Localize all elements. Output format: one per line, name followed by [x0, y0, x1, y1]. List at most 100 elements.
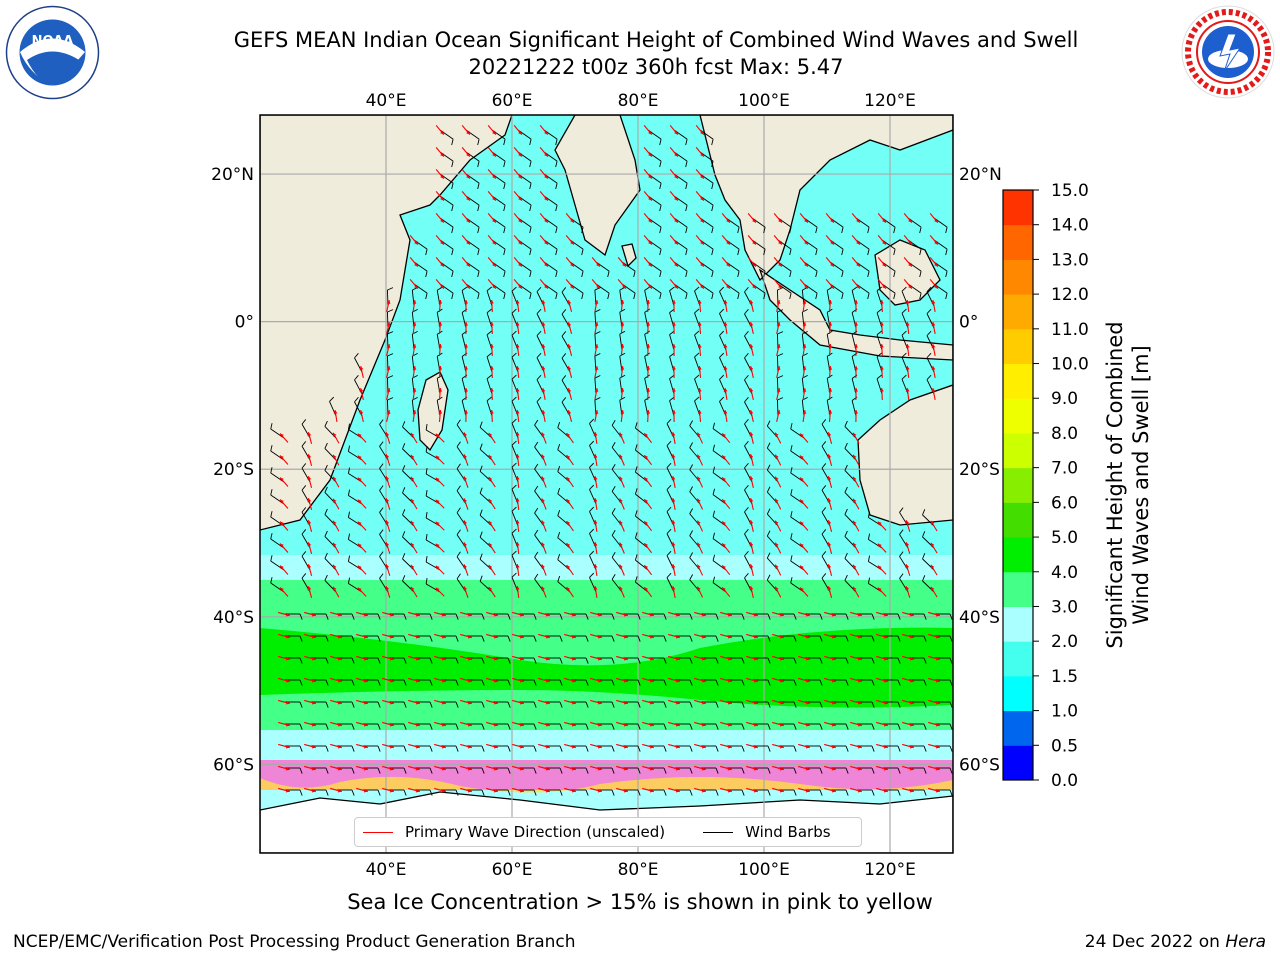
wind-barb-flag: [876, 352, 882, 358]
wind-barb-flag: [666, 572, 672, 578]
wave-arrow-head: [908, 240, 912, 245]
wave-arrow-head: [646, 388, 651, 392]
wave-arrow-head: [541, 322, 546, 326]
wind-barb-flag: [789, 293, 792, 300]
wave-arrow-head: [620, 322, 625, 326]
wind-barb-flag: [694, 286, 700, 292]
wind-barb-flag: [871, 723, 875, 730]
wave-arrow-head: [877, 543, 882, 548]
wind-barb-flag: [536, 374, 542, 380]
wind-barb-flag: [819, 701, 823, 708]
wave-arrow-head: [570, 284, 574, 289]
wind-barb-flag: [425, 534, 428, 541]
wave-arrow-head: [648, 152, 652, 157]
wave-arrow-head: [749, 498, 754, 503]
wind-barb-flag: [379, 529, 384, 535]
wave-arrow-head: [672, 410, 676, 414]
wave-arrow-head: [285, 744, 290, 749]
wave-arrow-head: [385, 476, 390, 481]
wave-arrow-head: [623, 788, 628, 793]
wave-arrow-head: [415, 634, 420, 639]
wave-arrow-head: [492, 240, 496, 245]
wave-arrow-head: [671, 542, 676, 546]
wave-arrow-head: [333, 432, 337, 437]
wave-arrow-head: [515, 476, 520, 480]
wave-arrow-head: [311, 766, 316, 771]
tick-label-top: 100°E: [738, 91, 790, 111]
wave-arrow-head: [749, 476, 754, 481]
wave-arrow-head: [931, 300, 936, 304]
wind-barb-flag: [871, 701, 875, 708]
wind-barb-flag: [507, 745, 511, 752]
wind-barb-flag: [926, 308, 932, 314]
colorbar-segment: [1003, 710, 1033, 746]
wind-barb-flag: [790, 533, 793, 540]
wave-arrow-head: [828, 410, 833, 414]
wave-arrow-head: [519, 788, 524, 793]
wave-arrow-head: [333, 564, 337, 569]
wave-arrow-head: [879, 388, 884, 392]
wave-arrow-head: [311, 656, 316, 661]
wave-arrow-head: [722, 587, 726, 592]
wave-arrow-head: [385, 542, 390, 547]
wind-barb-flag: [763, 227, 766, 234]
wave-arrow-head: [697, 586, 701, 591]
wave-arrow-head: [597, 744, 602, 749]
wave-arrow-head: [775, 564, 779, 569]
wind-barb-flag: [301, 419, 307, 425]
wave-arrow-head: [410, 542, 415, 547]
wave-arrow-head: [515, 410, 520, 414]
wind-barb-flag: [634, 576, 638, 583]
wave-arrow-head: [857, 634, 862, 639]
wave-arrow-head: [935, 656, 940, 661]
wave-arrow-head: [493, 678, 498, 683]
legend-label-wind: Wind Barbs: [745, 823, 831, 841]
wind-barb-flag: [533, 701, 537, 708]
wind-barb-flag: [379, 419, 384, 425]
wave-arrow-head: [389, 678, 394, 683]
wind-barb-flag: [511, 572, 517, 578]
wave-arrow-head: [594, 366, 599, 370]
wave-arrow-head: [749, 520, 754, 525]
wind-barb-flag: [767, 723, 771, 730]
wave-arrow-head: [415, 656, 420, 661]
wind-barb-flag: [744, 331, 749, 337]
wave-arrow-head: [701, 634, 706, 639]
wind-barb-flag: [663, 657, 667, 664]
wind-barb-flag: [744, 309, 749, 315]
wave-arrow-head: [749, 388, 754, 393]
wind-barb-flag: [503, 205, 506, 212]
wave-arrow-head: [856, 240, 860, 245]
wave-arrow-head: [931, 322, 936, 326]
wave-arrow-head: [307, 520, 312, 525]
wave-arrow-head: [389, 612, 394, 617]
wave-arrow-head: [544, 218, 548, 223]
wind-barb-flag: [901, 286, 907, 292]
wind-barb-flag: [821, 529, 827, 535]
wave-arrow-head: [515, 388, 520, 392]
wind-barb-flag: [559, 767, 563, 774]
wind-barb-flag: [456, 441, 461, 447]
wave-arrow-head: [644, 455, 649, 460]
wind-barb-flag: [324, 442, 328, 449]
wind-barb-flag: [611, 723, 615, 730]
wave-arrow-head: [597, 656, 602, 661]
wind-barb-flag: [763, 271, 766, 278]
wind-barb-flag: [329, 396, 335, 402]
wave-arrow-head: [802, 344, 807, 348]
wind-barb-flag: [790, 467, 793, 474]
wind-barb-flag: [871, 613, 875, 620]
wind-barb-flag: [589, 418, 595, 424]
wave-arrow-head: [619, 476, 623, 481]
wave-arrow-head: [307, 586, 312, 591]
wave-arrow-head: [440, 174, 444, 179]
wave-arrow-head: [701, 766, 706, 771]
wave-arrow-head: [541, 520, 545, 525]
wind-barb-flag: [529, 139, 532, 146]
wave-arrow-head: [519, 744, 524, 749]
wind-barb-flag: [897, 767, 901, 774]
wave-arrow-head: [671, 454, 676, 458]
wave-arrow-head: [805, 722, 810, 727]
wind-barb-flag: [637, 701, 641, 708]
tick-label-top: 80°E: [618, 91, 659, 111]
